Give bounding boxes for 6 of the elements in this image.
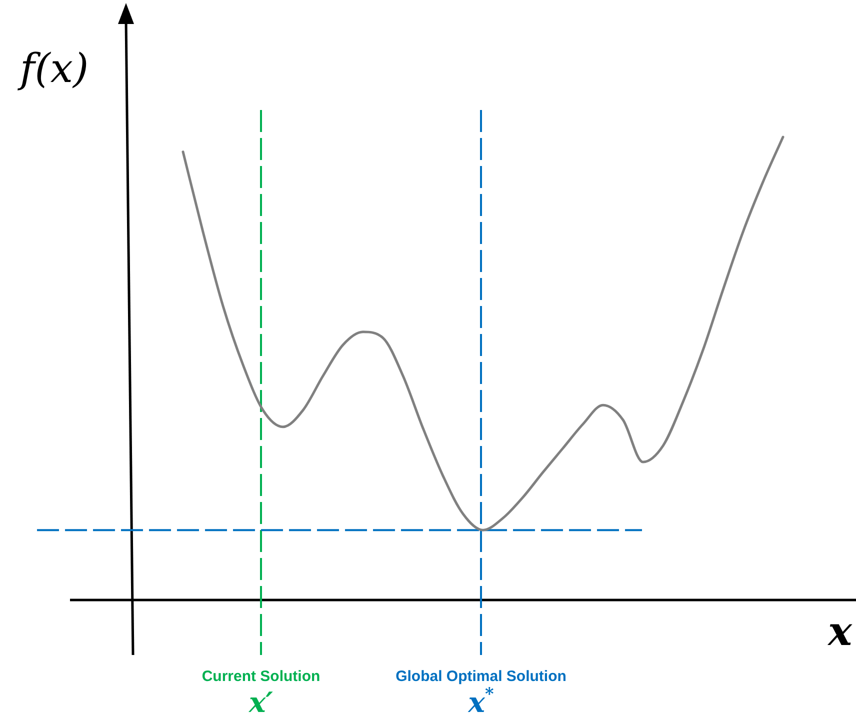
text: Current Solution: [202, 668, 320, 685]
y-axis-title: f(x): [17, 46, 89, 92]
text: x*: [467, 683, 494, 718]
text: x′: [248, 686, 274, 718]
text: Global Optimal Solution: [396, 668, 566, 685]
x-axis-title: x: [827, 608, 854, 655]
